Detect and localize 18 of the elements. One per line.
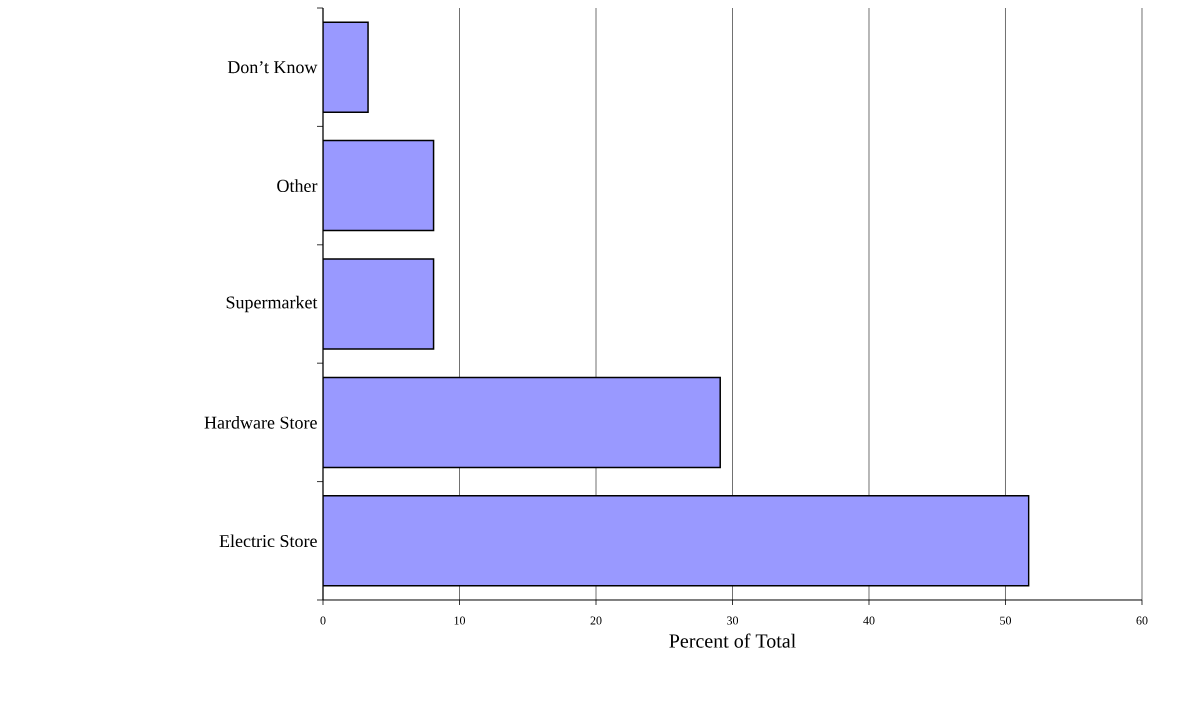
x-tick-label: 20 [590,616,602,625]
x-tick-label: 40 [863,616,875,625]
bar [323,21,369,113]
x-axis-title: Percent of Total [669,633,796,648]
bar [323,258,435,350]
bar [323,139,435,232]
x-tick-label: 60 [1136,616,1148,625]
x-tick-label: 0 [320,616,326,625]
y-tick-label: Hardware Store [204,416,317,429]
bar [323,376,721,469]
x-tick-label: 50 [1000,616,1012,625]
bar [323,495,1030,587]
y-tick-label: Don’t Know [227,61,318,74]
x-tick-label: 30 [727,616,739,625]
y-tick-label: Other [277,179,318,192]
x-tick-label: 10 [454,616,466,625]
y-tick-label: Supermarket [226,295,318,313]
y-tick-label: Electric Store [219,534,317,548]
